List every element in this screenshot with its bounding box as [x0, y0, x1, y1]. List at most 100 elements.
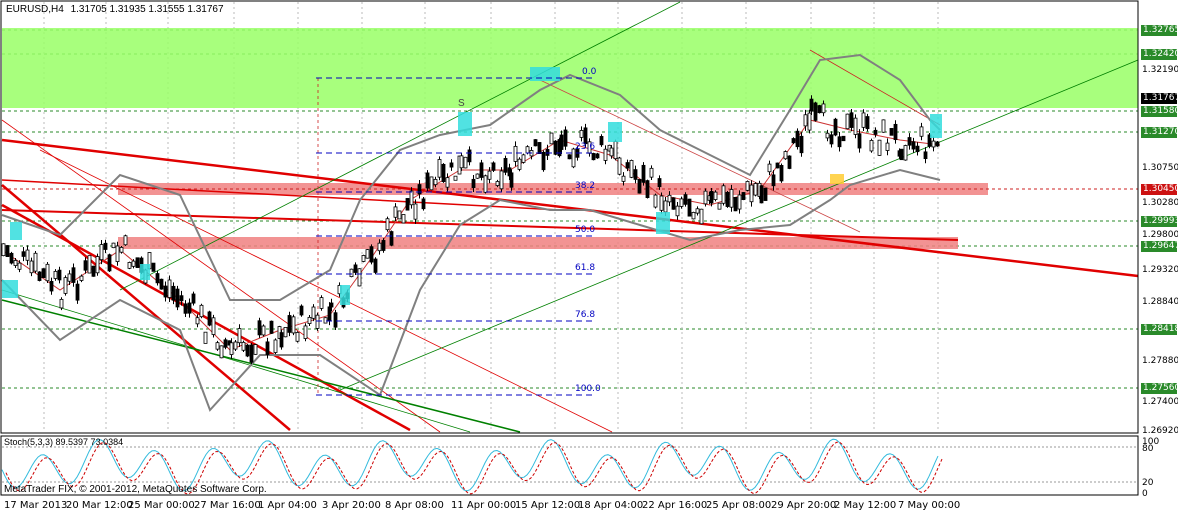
trend-lines	[1, 1, 1139, 433]
candle-body	[537, 142, 542, 155]
candle-body	[691, 211, 696, 220]
candle-body	[155, 273, 160, 284]
candle-body	[633, 169, 638, 180]
candle-body	[679, 198, 684, 207]
candle-body	[179, 295, 184, 302]
signal-highlight	[10, 222, 22, 240]
candle-body	[349, 268, 354, 278]
candle-body	[873, 129, 878, 135]
candle-body	[333, 312, 338, 328]
candle-body	[413, 203, 418, 220]
trend-line	[1, 299, 521, 433]
candle-body	[829, 134, 834, 145]
candle-body	[637, 179, 642, 194]
candle-body	[857, 133, 862, 149]
candle-body	[115, 245, 120, 262]
candle-body	[171, 285, 176, 301]
candle-body	[583, 127, 588, 145]
candle-body	[467, 149, 472, 163]
candle-body	[41, 268, 46, 278]
red-zone-lower	[118, 237, 958, 249]
candle-body	[291, 316, 296, 334]
candle-body	[203, 331, 208, 344]
candle-body	[303, 325, 308, 339]
candle-body	[425, 172, 430, 189]
price-level-label: 1.31580	[1141, 106, 1177, 117]
candle-body	[779, 165, 784, 182]
candle-body	[595, 153, 600, 159]
candle-body	[429, 176, 434, 191]
candle-body	[327, 306, 332, 321]
candle-body	[441, 163, 446, 183]
price-level-label: 1.29647	[1141, 241, 1177, 252]
candle-body	[195, 317, 200, 325]
copyright-text: MetaTrader FIX, © 2001-2012, MetaQuotes …	[4, 484, 267, 495]
candle-body	[319, 297, 324, 309]
chart-frame	[0, 0, 1139, 496]
candle-body	[475, 173, 480, 179]
signal-highlight-yellow	[830, 174, 844, 184]
candle-body	[79, 275, 84, 281]
candle-body	[935, 141, 940, 147]
candle-body	[549, 132, 554, 145]
candle-body	[471, 178, 476, 189]
bollinger-lower	[1, 168, 941, 412]
candle-body	[329, 302, 334, 308]
signal-highlight	[530, 67, 560, 81]
candle-body	[695, 208, 700, 214]
candle-body	[807, 112, 812, 131]
candle-body	[83, 260, 88, 271]
time-tick: 22 Apr 16:00	[642, 500, 708, 511]
candle-body	[893, 123, 898, 141]
candlesticks	[1, 67, 942, 365]
candle-body	[107, 254, 112, 272]
candle-body	[885, 142, 890, 151]
candle-body	[5, 245, 10, 257]
candle-body	[103, 242, 108, 250]
time-tick: 18 Apr 04:00	[578, 500, 644, 511]
price-level-label: 1.28418	[1141, 324, 1177, 335]
candle-body	[353, 264, 358, 273]
price-tick: 1.29800	[1142, 230, 1178, 240]
candle-body	[491, 162, 496, 171]
candle-body	[397, 210, 402, 220]
candle-body	[71, 267, 76, 283]
candle-body	[433, 178, 438, 186]
candle-body	[763, 187, 768, 201]
candle-body	[821, 103, 826, 114]
candle-body	[591, 153, 596, 161]
candle-body	[709, 191, 714, 204]
candle-body	[553, 140, 558, 155]
candle-body	[803, 114, 808, 127]
candle-body	[33, 252, 38, 272]
candle-body	[287, 315, 292, 333]
fib-label: 23.6	[575, 142, 596, 152]
stoch-tick: 0	[1142, 489, 1148, 499]
time-tick: 20 Mar 12:00	[66, 500, 133, 511]
candle-body	[377, 242, 382, 252]
candle-body	[791, 138, 796, 144]
candle-body	[453, 175, 458, 181]
stoch-tick: 20	[1142, 478, 1154, 488]
candle-body	[579, 130, 584, 138]
stoch-frame	[0, 435, 1139, 496]
signal-highlight	[458, 112, 472, 136]
candle-body	[659, 195, 664, 211]
candle-body	[95, 256, 100, 274]
candle-body	[563, 129, 568, 147]
candle-body	[699, 208, 704, 225]
candle-body	[163, 285, 168, 298]
chart-header: EURUSD,H4 1.31705 1.31935 1.31555 1.3176…	[6, 4, 224, 15]
stoch-main-line	[1, 438, 939, 492]
candle-body	[861, 112, 866, 128]
candle-body	[629, 160, 634, 178]
candle-body	[57, 269, 62, 281]
ohlc-values: 1.31705 1.31935 1.31555 1.31767	[70, 4, 224, 15]
candle-body	[809, 98, 814, 112]
candle-body	[641, 164, 646, 183]
candle-body	[771, 174, 776, 187]
candle-body	[907, 137, 912, 146]
candle-body	[9, 252, 14, 264]
